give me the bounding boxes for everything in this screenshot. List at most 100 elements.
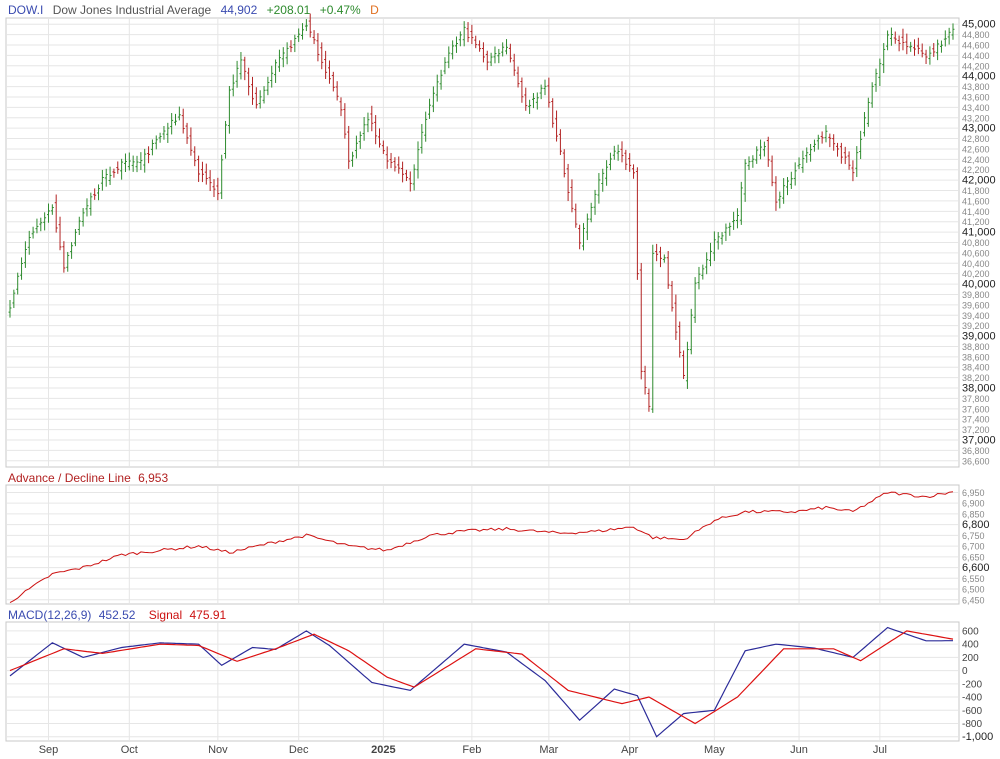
ohlc-bar (451, 40, 455, 60)
y-tick-adl-6-750: 6,750 (962, 531, 985, 541)
ohlc-bar (301, 23, 304, 40)
ohlc-bar (528, 99, 532, 114)
ohlc-bar (320, 42, 324, 70)
ohlc-bar (535, 92, 539, 110)
ohlc-bar (589, 202, 593, 223)
ohlc-bar (659, 246, 662, 268)
ohlc-bar (366, 112, 370, 133)
ohlc-bar (220, 154, 224, 200)
ohlc-bar (66, 251, 70, 272)
ohlc-bar (85, 198, 89, 217)
ohlc-bar (786, 177, 789, 196)
ohlc-bar (197, 155, 201, 182)
ohlc-bar (816, 134, 820, 150)
ohlc-bar (277, 49, 281, 72)
grid-lines (7, 19, 958, 740)
ohlc-bar (793, 162, 797, 186)
y-tick-adl-6-550: 6,550 (962, 574, 985, 584)
ohlc-bar (508, 43, 512, 63)
ohlc-bar (162, 126, 166, 140)
ohlc-bar (481, 42, 485, 63)
ohlc-bar (735, 208, 739, 229)
y-tick-macd-400: 400 (962, 640, 979, 651)
ohlc-bar (216, 177, 220, 201)
ohlc-bar (304, 19, 308, 32)
y-tick-price-41-400: 41,400 (962, 207, 990, 217)
ohlc-bar (543, 79, 547, 96)
ohlc-bar (31, 226, 35, 239)
ohlc-bar (150, 139, 154, 156)
y-tick-price-39-800: 39,800 (962, 290, 990, 300)
y-tick-price-42-800: 42,800 (962, 134, 990, 144)
ohlc-bar (100, 169, 104, 191)
ohlc-bar (847, 151, 851, 170)
ohlc-bar (354, 135, 358, 159)
y-tick-price-39-200: 39,200 (962, 321, 990, 331)
ohlc-bar (878, 58, 882, 87)
ohlc-bar (127, 152, 131, 171)
ohlc-bar (585, 213, 589, 241)
x-tick-sep: Sep (39, 744, 59, 756)
ohlc-bar (362, 116, 366, 141)
period-label: D (370, 3, 379, 17)
ohlc-bar (424, 111, 428, 142)
y-tick-adl-6-700: 6,700 (962, 542, 985, 552)
ohlc-bar (23, 241, 27, 268)
ohlc-bar (843, 146, 847, 165)
ohlc-bar (797, 157, 801, 170)
ohlc-bar (882, 43, 886, 74)
ohlc-bar (889, 27, 893, 46)
ohlc-bar (812, 139, 816, 152)
ohlc-bar (485, 50, 489, 71)
ohlc-bar (54, 194, 58, 233)
macd-panel-frame (5, 621, 960, 742)
symbol-label: DOW.I (8, 3, 43, 17)
ohlc-bar (943, 30, 947, 47)
ohlc-bar (620, 141, 624, 163)
y-tick-price-37-800: 37,800 (962, 394, 990, 404)
y-tick-price-38-200: 38,200 (962, 373, 990, 383)
ohlc-bar (435, 74, 439, 102)
ohlc-bar (832, 134, 836, 151)
ohlc-bar (678, 321, 682, 358)
ohlc-bar (697, 266, 701, 290)
ohlc-bar (778, 191, 782, 209)
adl-line (9, 491, 954, 604)
ohlc-bar (166, 122, 170, 143)
ohlc-bar (624, 149, 628, 170)
ohlc-bar (689, 308, 693, 355)
ohlc-bar (462, 21, 466, 47)
ohlc-bar (139, 152, 143, 171)
ohlc-bar (913, 39, 916, 56)
ohlc-bar (124, 153, 127, 172)
ohlc-bar (247, 67, 251, 96)
ohlc-bar (147, 146, 151, 164)
y-tick-price-39-600: 39,600 (962, 300, 990, 310)
ohlc-bar (412, 164, 416, 191)
ohlc-bar (886, 30, 890, 51)
y-tick-price-38-800: 38,800 (962, 342, 990, 352)
y-tick-macd-200: 200 (962, 653, 979, 664)
ohlc-bar (720, 232, 724, 245)
ohlc-bar (751, 155, 755, 168)
ohlc-bar (766, 136, 770, 167)
y-tick-price-40-000: 40,000 (962, 279, 996, 291)
y-tick-price-44-800: 44,800 (962, 30, 990, 40)
ohlc-bar (416, 141, 420, 179)
ohlc-bar (47, 203, 50, 223)
ohlc-bar (478, 40, 482, 52)
ohlc-bar (712, 231, 716, 261)
y-tick-price-43-600: 43,600 (962, 92, 990, 102)
ohlc-bar (258, 90, 262, 109)
ohlc-bar (239, 51, 243, 80)
ohlc-bar (8, 300, 12, 318)
ohlc-bar (597, 173, 601, 204)
ohlc-bar (81, 208, 85, 227)
ohlc-bar (916, 37, 920, 55)
y-tick-price-44-600: 44,600 (962, 40, 990, 50)
ohlc-bar (628, 153, 632, 172)
ohlc-bar (431, 86, 435, 113)
ohlc-bar (566, 163, 570, 202)
ohlc-bar (389, 152, 393, 169)
ohlc-bar (839, 142, 843, 164)
